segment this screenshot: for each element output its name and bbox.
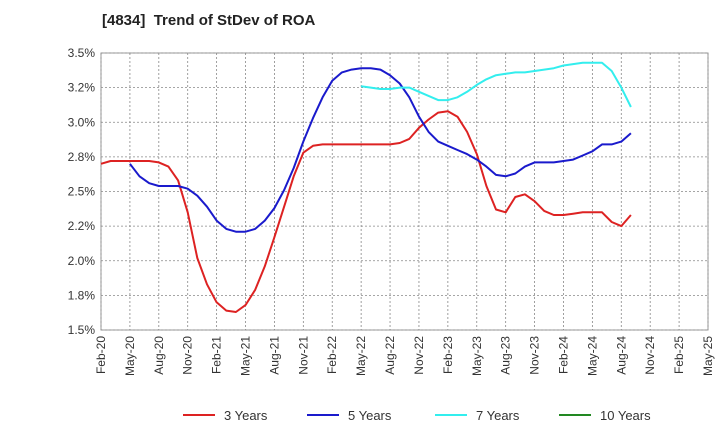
x-tick-label: Aug-22	[383, 336, 397, 375]
x-tick-label: Nov-21	[296, 336, 310, 375]
x-tick-label: Feb-23	[441, 336, 455, 374]
chart-title: [4834] Trend of StDev of ROA	[102, 12, 316, 29]
axis-layer: 1.5% 1.8% 2.0% 2.2% 2.5% 2.8% 3.0% 3.2% 3.5% Feb-…	[68, 46, 715, 376]
x-tick-label: Nov-24	[643, 336, 657, 375]
y-tick-label: 1.8%	[68, 288, 96, 302]
x-tick-label: Aug-24	[614, 336, 628, 375]
legend-label-5-years: 5 Years	[348, 408, 392, 423]
x-tick-label: Feb-22	[325, 336, 339, 374]
x-tick-label: Nov-22	[412, 336, 426, 375]
y-tick-label: 3.2%	[68, 81, 96, 95]
series-line-3-years	[100, 110, 632, 313]
legend-label-7-years: 7 Years	[476, 408, 520, 423]
x-tick-label: Nov-23	[528, 336, 542, 375]
x-tick-label: May-24	[585, 336, 599, 376]
series-line-7-years	[360, 61, 632, 108]
legend-layer: 3 Years 5 Years 7 Years 10 Years	[183, 408, 651, 423]
x-tick-label: May-20	[123, 336, 137, 376]
y-tick-label: 2.5%	[68, 185, 96, 199]
y-tick-label: 1.5%	[68, 323, 96, 337]
grid-layer	[100, 52, 709, 331]
y-tick-label: 2.8%	[68, 150, 96, 164]
x-tick-label: Aug-23	[499, 336, 513, 375]
series-layer	[100, 61, 632, 313]
y-tick-label: 3.0%	[68, 115, 96, 129]
x-tick-label: May-22	[354, 336, 368, 376]
y-tick-label: 2.0%	[68, 254, 96, 268]
x-tick-label: Aug-20	[152, 336, 166, 375]
y-tick-label: 2.2%	[68, 219, 96, 233]
x-tick-label: Feb-20	[94, 336, 108, 374]
x-tick-label: Feb-25	[672, 336, 686, 374]
x-tick-label: Feb-21	[210, 336, 224, 374]
x-tick-label: Nov-20	[181, 336, 195, 375]
legend-label-10-years: 10 Years	[600, 408, 651, 423]
x-tick-label: Feb-24	[556, 336, 570, 374]
series-line-5-years	[129, 67, 632, 233]
x-tick-label: May-21	[239, 336, 253, 376]
x-tick-label: Aug-21	[267, 336, 281, 375]
x-tick-label: May-23	[470, 336, 484, 376]
y-tick-label: 3.5%	[68, 46, 96, 60]
legend-label-3-years: 3 Years	[224, 408, 268, 423]
x-tick-label: May-25	[701, 336, 715, 376]
